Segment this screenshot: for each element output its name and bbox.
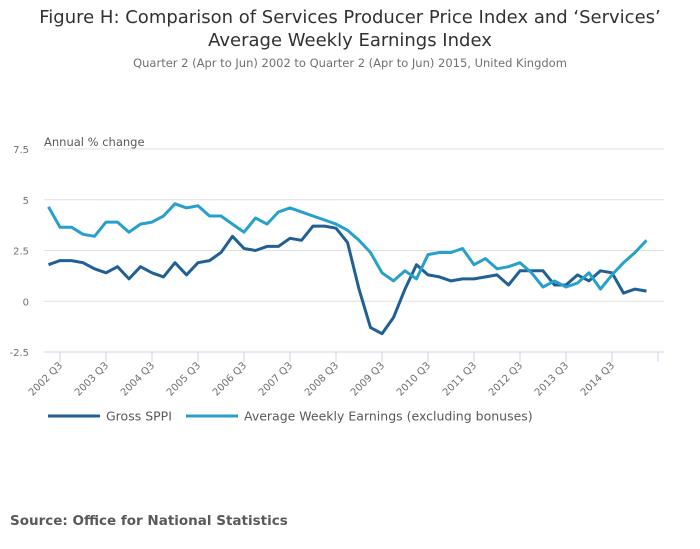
y-tick-label: -2.5 [9, 348, 29, 359]
x-tick-label: 2003 Q3 [73, 360, 111, 398]
series-line-gross-sppi [47, 224, 647, 336]
x-tick-label: 2013 Q3 [533, 360, 571, 398]
x-tick-label: 2011 Q3 [441, 360, 479, 398]
x-tick-label: 2009 Q3 [349, 360, 387, 398]
x-tick-label: 2006 Q3 [211, 360, 249, 398]
chart-title-line-2: Average Weekly Earnings Index [208, 30, 492, 51]
series-lines [47, 202, 648, 336]
x-tick-label: 2002 Q3 [27, 360, 65, 398]
x-tick-label: 2014 Q3 [579, 360, 617, 398]
chart-title-line-1: Figure H: Comparison of Services Produce… [39, 7, 661, 28]
y-tick-label: 7.5 [13, 145, 29, 156]
x-tick-label: 2004 Q3 [119, 360, 157, 398]
x-tick-label: 2005 Q3 [165, 360, 203, 398]
y-tick-label: 0 [23, 297, 29, 308]
x-tick-label: 2007 Q3 [257, 360, 295, 398]
x-tick-label: 2012 Q3 [487, 360, 525, 398]
legend-label: Average Weekly Earnings (excluding bonus… [244, 409, 533, 424]
y-tick-label: 5 [23, 196, 29, 207]
x-axis: 2002 Q3 2003 Q3 2004 Q3 2005 Q3 2006 Q3 2007 … [27, 351, 664, 398]
source-note: Source: Office for National Statistics [10, 513, 288, 529]
legend-item-gross-sppi[interactable]: Gross SPPI [48, 409, 172, 424]
y-axis-label: Annual % change [44, 135, 145, 149]
y-tick-label: 2.5 [13, 247, 29, 258]
series-line-average-weekly-earnings [47, 202, 648, 291]
y-axis-ticks: 7.5 5 2.5 0 -2.5 [9, 145, 29, 359]
chart-subtitle: Quarter 2 (Apr to Jun) 2002 to Quarter 2… [133, 56, 567, 70]
legend-item-average-weekly-earnings[interactable]: Average Weekly Earnings (excluding bonus… [186, 409, 533, 424]
x-tick-label: 2010 Q3 [395, 360, 433, 398]
gridlines [44, 148, 664, 302]
legend-label: Gross SPPI [106, 409, 172, 424]
x-tick-label: 2008 Q3 [303, 360, 341, 398]
legend: Gross SPPI Average Weekly Earnings (exclu… [48, 409, 533, 424]
chart-title: Figure H: Comparison of Services Produce… [0, 6, 700, 52]
